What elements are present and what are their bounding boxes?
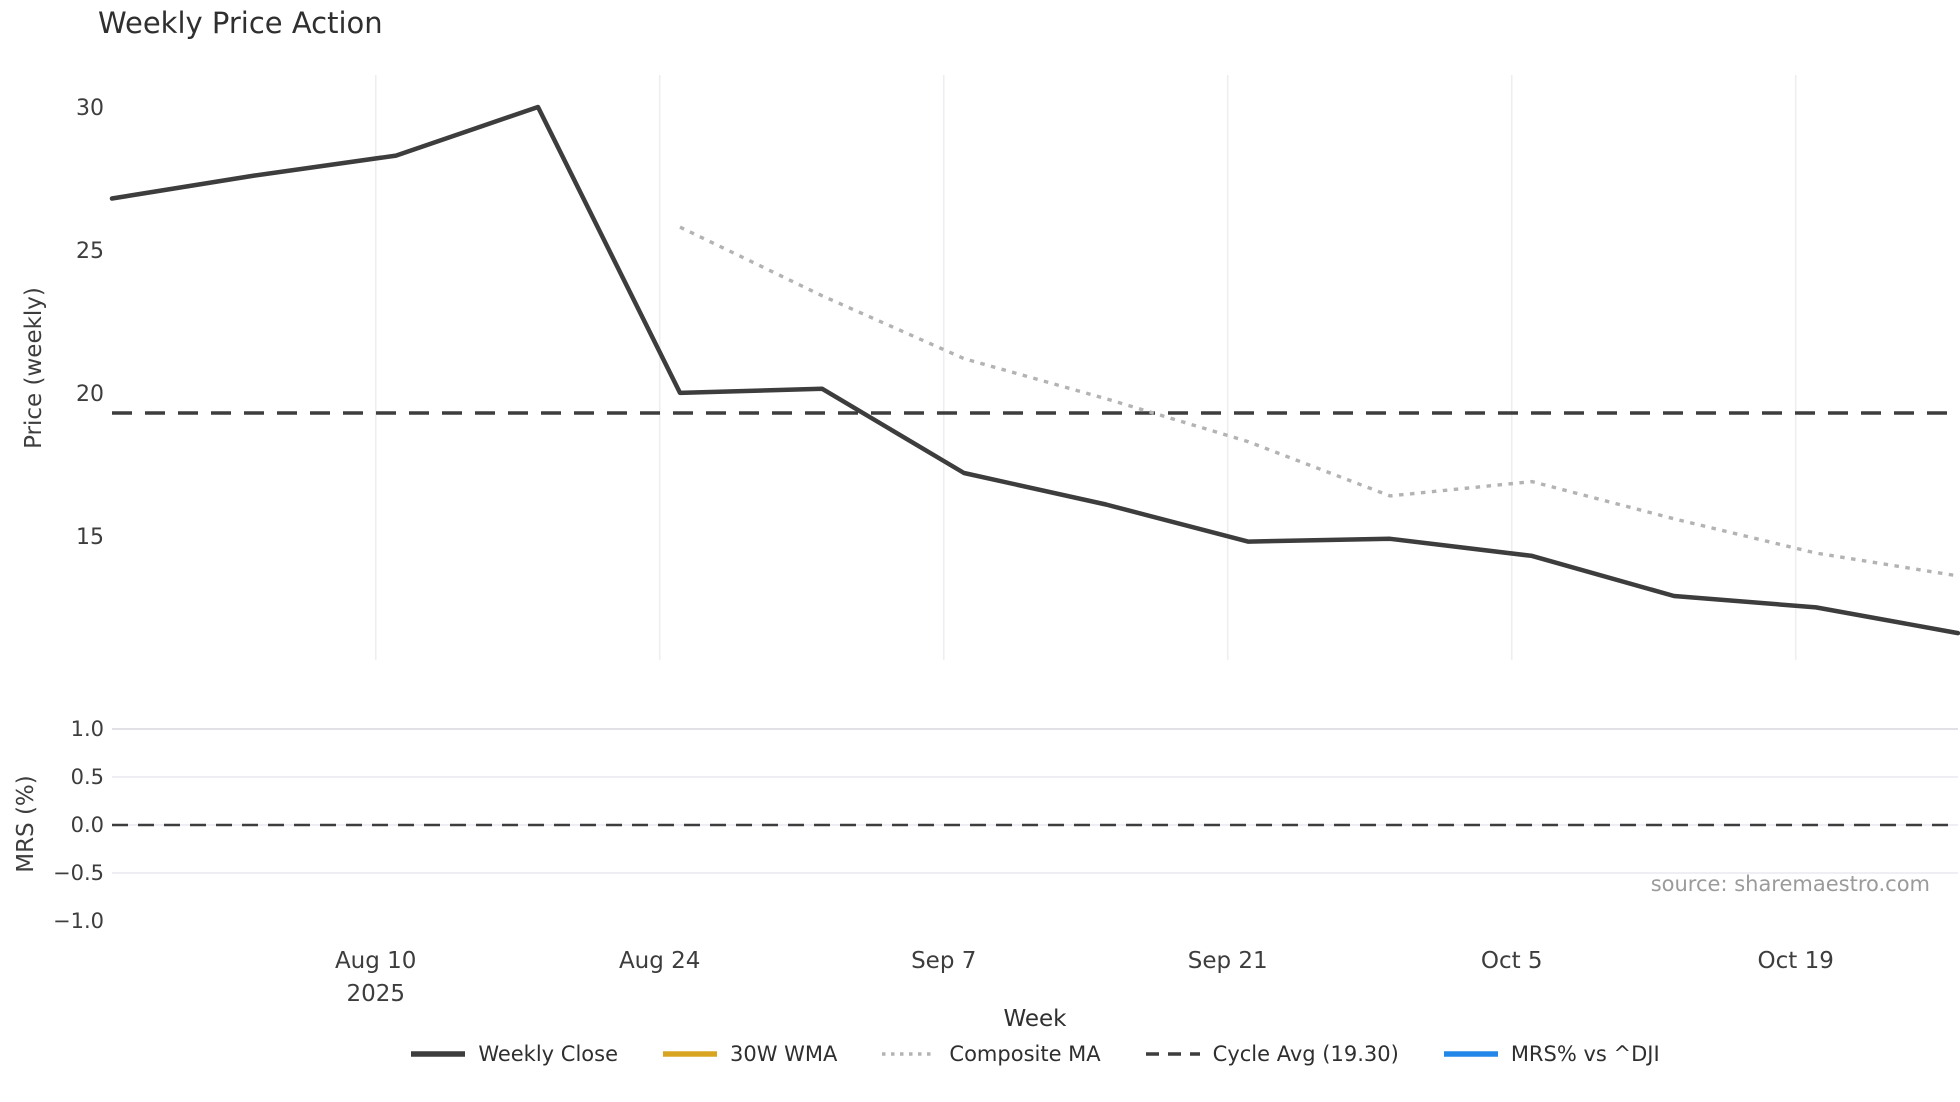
composite-ma-line bbox=[679, 225, 1959, 578]
legend-item-weekly-close: Weekly Close bbox=[410, 1042, 618, 1066]
x-tick-label: Sep 21 bbox=[1188, 948, 1268, 974]
legend-label: Weekly Close bbox=[478, 1042, 618, 1066]
composite-ma-line-swatch-icon bbox=[882, 1052, 937, 1056]
x-tick-year-label: 2025 bbox=[346, 981, 405, 1007]
price-y-tick-label: 30 bbox=[76, 96, 104, 121]
legend-item-30w-wma: 30W WMA bbox=[662, 1042, 837, 1066]
mrs-y-tick-label: −0.5 bbox=[53, 861, 104, 885]
x-axis-title: Week bbox=[1003, 1006, 1067, 1032]
legend-label: Composite MA bbox=[949, 1042, 1101, 1066]
mrs-y-tick-label: −1.0 bbox=[53, 909, 104, 933]
x-tick-label: Aug 24 bbox=[619, 948, 701, 974]
mrs-axis-label: MRS (%) bbox=[13, 775, 39, 873]
weekly-close-line-swatch-icon bbox=[411, 1051, 466, 1057]
legend-item-composite-ma: Composite MA bbox=[881, 1042, 1101, 1066]
cycle-avg-19-30-line-swatch-icon bbox=[1145, 1052, 1200, 1056]
legend: Weekly Close 30W WMA Composite MA Cycle Avg… bbox=[112, 1036, 1958, 1072]
price-axis-label: Price (weekly) bbox=[21, 287, 47, 449]
mrs-vs-dji-line-swatch-icon bbox=[1443, 1051, 1498, 1057]
legend-item-cycle-avg-19-30: Cycle Avg (19.30) bbox=[1145, 1042, 1399, 1066]
x-tick-label: Aug 10 bbox=[335, 948, 417, 974]
mrs-y-tick-label: 1.0 bbox=[71, 717, 104, 741]
legend-label: Cycle Avg (19.30) bbox=[1212, 1042, 1399, 1066]
price-y-tick-label: 25 bbox=[76, 239, 104, 264]
legend-item-mrs-vs-dji: MRS% vs ^DJI bbox=[1443, 1042, 1660, 1066]
price-y-tick-label: 20 bbox=[76, 382, 104, 407]
legend-label: 30W WMA bbox=[730, 1042, 838, 1066]
x-tick-label: Oct 19 bbox=[1758, 948, 1834, 974]
source-credit: source: sharemaestro.com bbox=[1650, 872, 1930, 896]
chart-title: Weekly Price Action bbox=[98, 6, 383, 40]
mrs-y-tick-label: 0.5 bbox=[71, 765, 104, 789]
x-tick-label: Oct 5 bbox=[1481, 948, 1543, 974]
legend-label: MRS% vs ^DJI bbox=[1510, 1042, 1660, 1066]
x-tick-label: Sep 7 bbox=[911, 948, 976, 974]
30w-wma-line-swatch-icon bbox=[663, 1051, 717, 1057]
price-y-tick-label: 15 bbox=[76, 525, 104, 550]
weekly-close-line bbox=[109, 104, 1960, 636]
mrs-y-tick-label: 0.0 bbox=[71, 813, 104, 837]
